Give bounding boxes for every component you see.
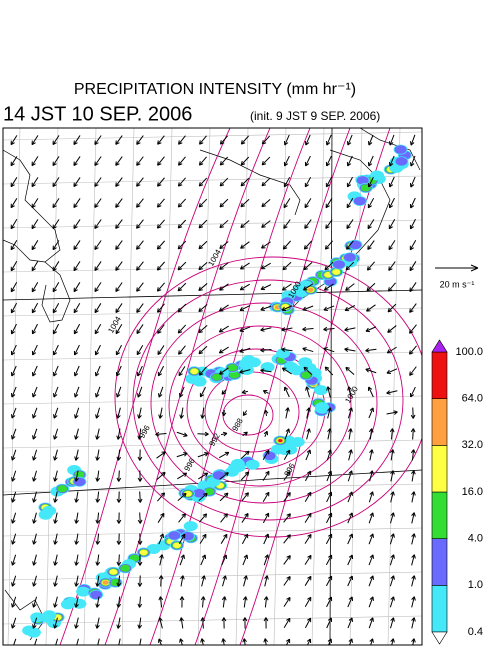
rain-cell <box>333 260 345 269</box>
wind-arrow-head <box>54 645 58 649</box>
colorbar-label: 16.0 <box>462 486 483 498</box>
rain-cell <box>349 240 361 249</box>
rain-cell <box>315 402 329 412</box>
rain-cell <box>103 580 109 584</box>
rain-cell <box>314 385 328 395</box>
colorbar-label: 1.0 <box>468 579 483 591</box>
colorbar-label: 0.4 <box>468 626 483 638</box>
colorbar: 0.4 1.0 4.0 16.0 32.0 64.0 100.0 <box>432 340 483 644</box>
rain-cell <box>354 197 366 206</box>
valid-time: 14 JST 10 SEP. 2006 <box>3 103 192 125</box>
wind-arrow-head <box>12 645 16 649</box>
rain-cell <box>231 459 245 469</box>
colorbar-label: 4.0 <box>468 533 483 545</box>
rain-cell <box>27 628 41 638</box>
colorbar-label: 64.0 <box>462 393 483 405</box>
colorbar-over <box>432 340 447 352</box>
wind-arrow-head <box>138 646 142 650</box>
colorbar-label: 32.0 <box>462 439 483 451</box>
colorbar-under <box>432 632 447 644</box>
colorbar-segment <box>432 585 447 632</box>
rain-cell <box>213 471 225 480</box>
colorbar-segment <box>432 352 447 399</box>
wind-arrow-head <box>117 646 121 650</box>
title: PRECIPITATION INTENSITY (mm hr⁻¹) <box>74 81 356 98</box>
rain-cell <box>278 439 282 442</box>
colorbar-segment <box>432 492 447 539</box>
rain-cell <box>184 521 198 531</box>
rain-cell <box>246 460 260 470</box>
rain-cell <box>30 612 44 622</box>
wind-arrow-head <box>33 645 37 649</box>
rain-cell <box>239 359 253 369</box>
rain-cell <box>168 531 180 540</box>
colorbar-segment <box>432 399 447 446</box>
rain-cell <box>90 591 102 600</box>
rain-cell <box>227 364 237 371</box>
rain-cell <box>190 368 198 374</box>
wind-arrow-head <box>75 645 79 649</box>
rain-cell <box>278 445 292 455</box>
colorbar-segment <box>432 445 447 492</box>
rain-cell <box>332 269 340 275</box>
rain-cell <box>109 569 117 575</box>
rain-cell <box>120 565 130 572</box>
rain-cell <box>140 550 148 556</box>
rain-cell <box>395 145 407 154</box>
colorbar-label: 100.0 <box>455 346 483 358</box>
rain-cell <box>42 506 56 516</box>
colorbar-segment <box>432 539 447 586</box>
init-time: (init. 9 JST 9 SEP. 2006) <box>250 109 380 123</box>
wind-arrow-head <box>96 645 100 649</box>
reference-label: 20 m s⁻¹ <box>440 279 475 289</box>
rain-cell <box>57 485 67 492</box>
rain-cell <box>308 288 314 292</box>
rain-cell <box>395 157 407 166</box>
rain-cell <box>344 253 356 262</box>
